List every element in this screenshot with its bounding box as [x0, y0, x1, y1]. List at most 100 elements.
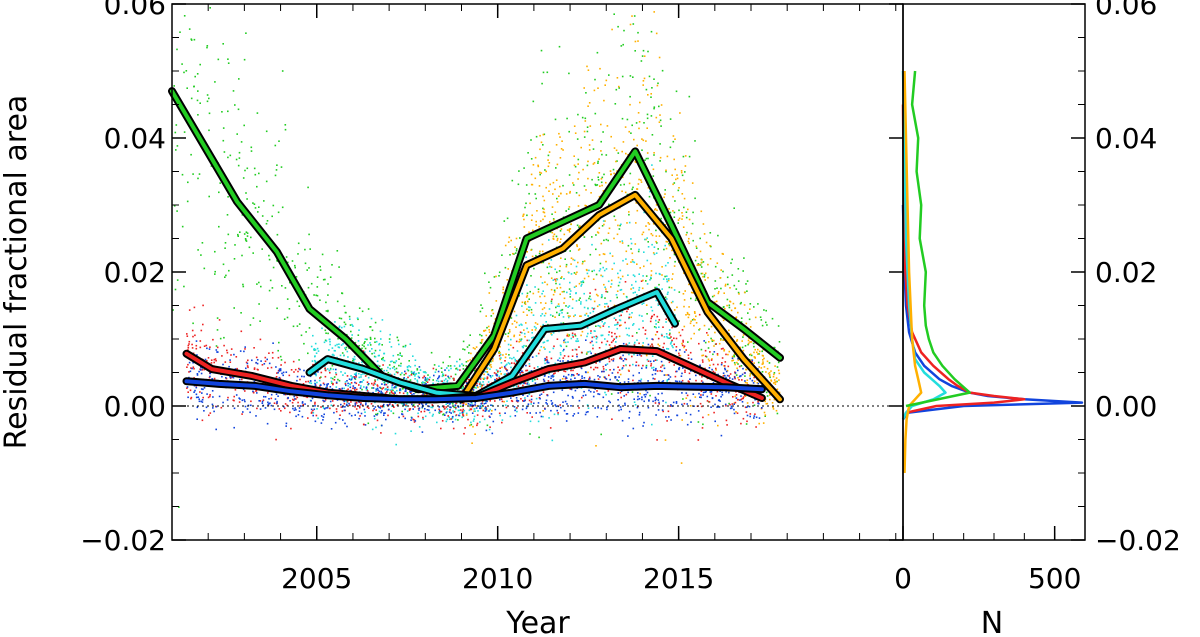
- scatter-point: [723, 365, 726, 367]
- scatter-point: [523, 226, 526, 228]
- scatter-point: [646, 113, 649, 116]
- scatter-point: [692, 292, 695, 294]
- scatter-point: [552, 347, 555, 350]
- scatter-point: [668, 244, 671, 247]
- scatter-point: [462, 414, 465, 417]
- scatter-point: [363, 386, 365, 388]
- scatter-point: [711, 358, 713, 360]
- scatter-point: [749, 308, 751, 310]
- scatter-point: [714, 265, 717, 268]
- scatter-point: [306, 269, 308, 271]
- scatter-point: [590, 366, 592, 369]
- scatter-point: [485, 334, 488, 337]
- scatter-point: [666, 347, 668, 350]
- scatter-point: [598, 195, 601, 198]
- scatter-point: [611, 418, 613, 420]
- scatter-point: [691, 182, 694, 184]
- scatter-point: [484, 377, 486, 380]
- scatter-point: [542, 195, 544, 198]
- scatter-point: [747, 312, 749, 314]
- scatter-point: [678, 354, 681, 357]
- scatter-point: [637, 395, 639, 398]
- scatter-point: [629, 75, 632, 77]
- scatter-point: [545, 170, 547, 173]
- scatter-point: [553, 413, 556, 416]
- scatter-point: [681, 372, 683, 375]
- scatter-point: [453, 379, 455, 381]
- scatter-point: [462, 340, 465, 343]
- scatter-point: [499, 367, 501, 369]
- scatter-point: [647, 50, 649, 53]
- scatter-point: [690, 232, 693, 235]
- scatter-point: [250, 146, 253, 149]
- scatter-point: [593, 330, 596, 332]
- scatter-point: [530, 403, 532, 405]
- scatter-point: [647, 380, 649, 382]
- scatter-point: [754, 413, 756, 415]
- scatter-point: [666, 337, 669, 339]
- scatter-point: [631, 284, 633, 286]
- scatter-point: [500, 373, 502, 375]
- scatter-point: [373, 382, 376, 384]
- scatter-point: [462, 386, 464, 388]
- scatter-point: [197, 114, 199, 116]
- scatter-point: [643, 400, 645, 403]
- scatter-point: [471, 402, 473, 404]
- scatter-point: [709, 245, 711, 247]
- scatter-point: [591, 336, 594, 339]
- scatter-point: [237, 108, 240, 111]
- scatter-point: [325, 301, 327, 304]
- scatter-point: [276, 372, 278, 374]
- scatter-point: [591, 270, 593, 273]
- scatter-point: [655, 367, 657, 370]
- scatter-point: [673, 216, 676, 218]
- scatter-point: [531, 329, 533, 331]
- scatter-point: [697, 263, 700, 265]
- scatter-point: [208, 129, 210, 132]
- scatter-point: [573, 125, 576, 127]
- scatter-point: [646, 391, 649, 394]
- scatter-point: [209, 395, 211, 398]
- scatter-point: [619, 356, 622, 359]
- scatter-point: [740, 398, 743, 401]
- scatter-point: [701, 427, 704, 429]
- scatter-point: [358, 362, 360, 364]
- scatter-point: [530, 311, 533, 314]
- scatter-point: [530, 219, 533, 221]
- scatter-point: [751, 360, 753, 363]
- scatter-point: [598, 158, 600, 160]
- scatter-point: [696, 256, 698, 258]
- scatter-point: [350, 382, 353, 384]
- scatter-point: [575, 273, 577, 275]
- scatter-point: [563, 278, 565, 280]
- scatter-point: [192, 335, 194, 338]
- scatter-point: [384, 392, 387, 394]
- scatter-point: [380, 405, 382, 407]
- scatter-point: [446, 411, 448, 413]
- scatter-point: [511, 179, 514, 182]
- scatter-point: [344, 323, 347, 326]
- scatter-point: [291, 260, 294, 262]
- scatter-point: [600, 150, 602, 152]
- scatter-point: [531, 356, 534, 358]
- scatter-point: [734, 372, 737, 374]
- scatter-point: [636, 294, 638, 296]
- scatter-point: [333, 354, 335, 357]
- scatter-point: [608, 326, 610, 328]
- scatter-point: [673, 211, 676, 214]
- scatter-point: [396, 371, 399, 374]
- scatter-point: [598, 393, 601, 396]
- scatter-point: [428, 405, 430, 408]
- scatter-point: [188, 28, 191, 30]
- scatter-point: [566, 229, 569, 231]
- scatter-point: [592, 395, 595, 398]
- scatter-point: [175, 124, 178, 126]
- scatter-point: [507, 362, 510, 364]
- scatter-point: [571, 349, 574, 351]
- scatter-point: [638, 314, 641, 317]
- scatter-point: [201, 369, 204, 371]
- scatter-point: [489, 426, 491, 428]
- scatter-point: [744, 345, 747, 347]
- scatter-point: [736, 412, 739, 414]
- scatter-point: [590, 298, 592, 301]
